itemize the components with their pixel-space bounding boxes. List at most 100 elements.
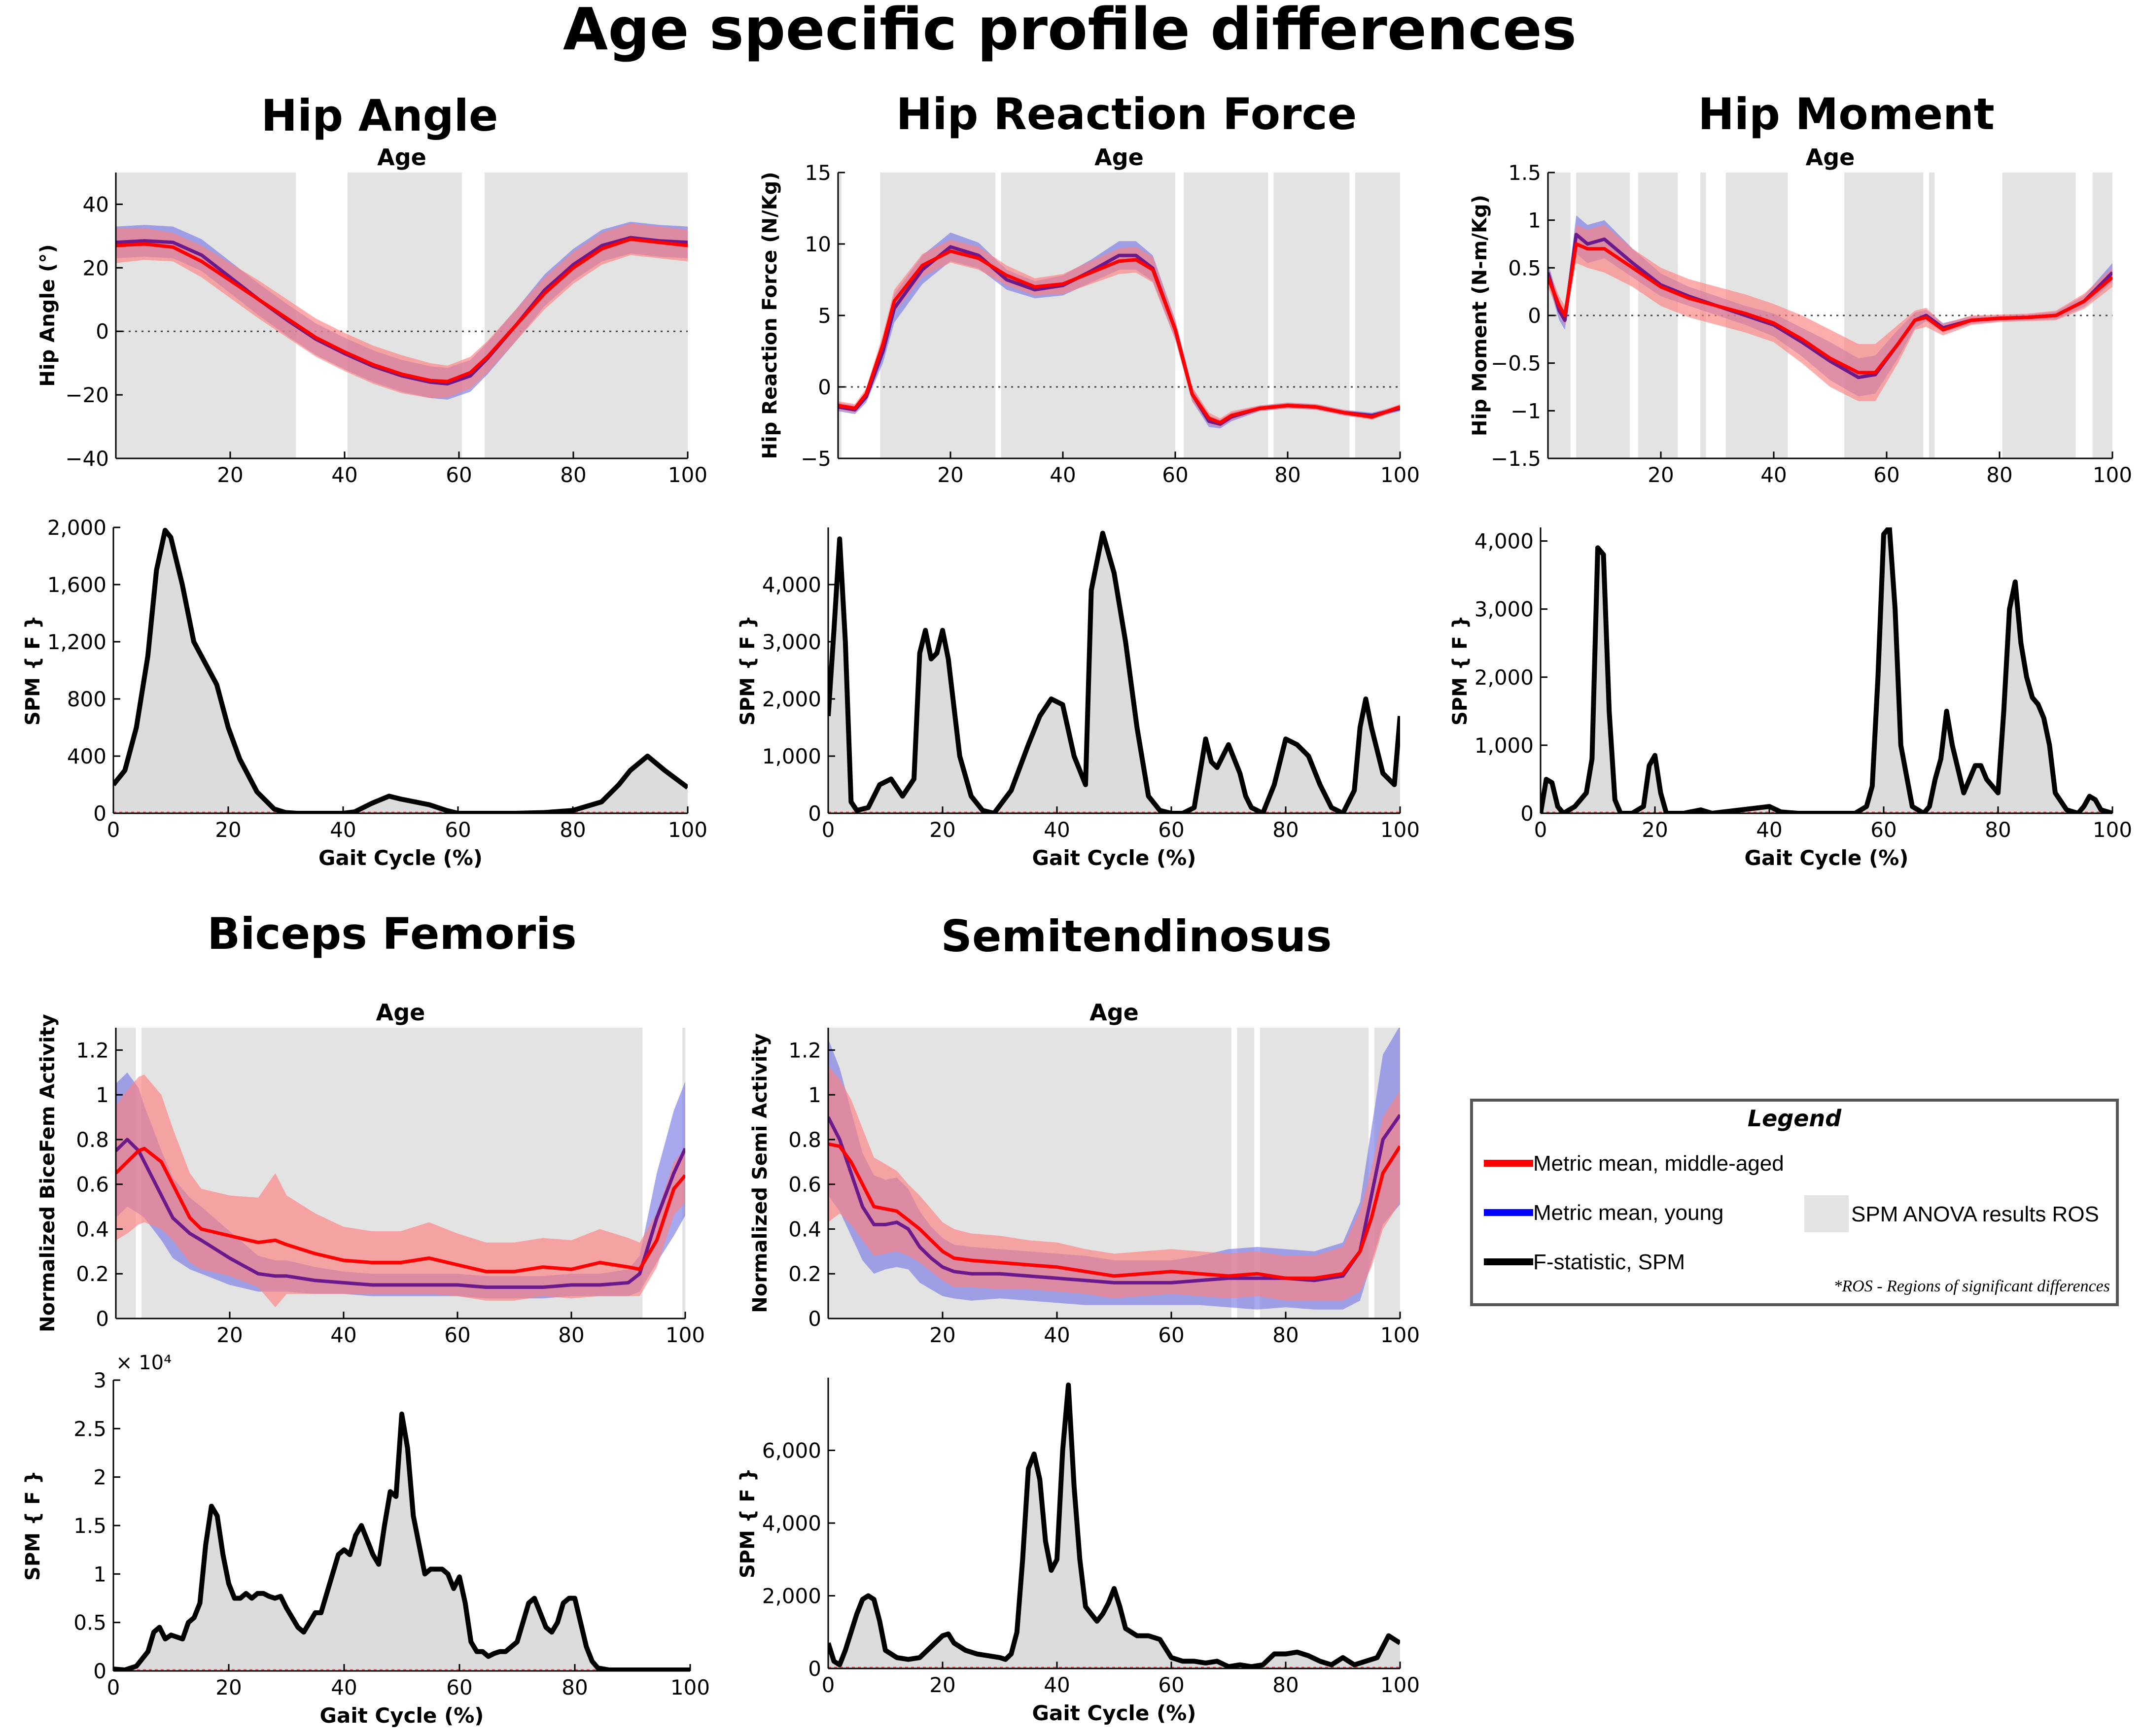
ros-region-8 xyxy=(2092,173,2112,458)
y-tick-label: 1.2 xyxy=(788,1038,821,1062)
chart-hip_moment: 20 40 60 80 100 −1.5 −1 −0.5 0 0.5 1 1.5 Age Hip Mome… xyxy=(1469,144,2132,487)
y-tick-label: 10 xyxy=(805,232,831,256)
y-axis-label: Normalized Semi Activity xyxy=(749,1033,772,1313)
x-tick-label: 100 xyxy=(668,463,707,487)
y-tick-label: 400 xyxy=(67,744,106,768)
y-tick-label: 2,000 xyxy=(1475,665,1534,690)
x-tick-label: 40 xyxy=(1756,818,1782,842)
series-line-metric-mean-young xyxy=(828,1113,1400,1285)
y-tick-label: 1,000 xyxy=(762,744,821,768)
x-tick-label: 80 xyxy=(562,1675,588,1700)
series-line-metric-mean-middle-aged xyxy=(838,249,1400,424)
x-tick-label: 80 xyxy=(1986,463,2012,487)
y-axis-label: SPM { F } xyxy=(737,615,759,726)
legend: Legend Metric mean, middle-aged Metric m… xyxy=(1470,1099,2119,1306)
y-tick-label: 0 xyxy=(96,1307,109,1331)
plot-area-biceps_femoris_spm xyxy=(113,1411,690,1671)
chart-title-semitendinosus: Semitendinosus xyxy=(941,911,1332,962)
main-title: Age specific profile differences xyxy=(563,0,1577,63)
y-tick-label: 0 xyxy=(818,375,831,399)
plot-area-hip_reaction_force xyxy=(838,173,1400,458)
y-tick-label: 0.4 xyxy=(788,1217,821,1241)
x-tick-label: 100 xyxy=(1380,463,1420,487)
y-tick-label: 3 xyxy=(93,1368,106,1392)
y-tick-label: −40 xyxy=(65,447,109,471)
x-tick-label: 0 xyxy=(822,1673,835,1697)
y-tick-label: 0.8 xyxy=(788,1128,821,1152)
y-tick-label: 4,000 xyxy=(1475,529,1534,554)
chart-hip_reaction_force: 20 40 60 80 100 −5 0 5 10 15 Age Hip Reaction Force… xyxy=(759,144,1420,487)
band-metric-mean-middle-aged xyxy=(1548,225,2112,401)
x-tick-label: 40 xyxy=(1050,463,1076,487)
y-tick-label: 800 xyxy=(67,687,106,711)
chart-title-biceps-femoris: Biceps Femoris xyxy=(207,908,576,959)
y-axis-label: SPM { F } xyxy=(1449,615,1472,726)
y-tick-label: 1,200 xyxy=(47,630,106,654)
x-tick-label: 40 xyxy=(330,1323,356,1347)
x-tick-label: 80 xyxy=(1272,818,1299,842)
x-tick-label: 60 xyxy=(1873,463,1899,487)
y-tick-label: 3,000 xyxy=(1475,597,1534,622)
y-tick-label: 0.4 xyxy=(76,1217,109,1241)
spm-line xyxy=(113,527,688,813)
y-tick-label: 1.2 xyxy=(76,1038,109,1062)
x-tick-label: 100 xyxy=(1380,818,1420,842)
y-tick-label: −20 xyxy=(65,383,109,407)
x-tick-label: 60 xyxy=(1162,463,1188,487)
y-tick-label: 1,600 xyxy=(47,573,106,597)
x-tick-label: 40 xyxy=(1044,1323,1070,1347)
x-tick-label: 20 xyxy=(929,818,955,842)
x-axis-label: Gait Cycle (%) xyxy=(1745,846,1909,870)
band-metric-mean-middle-aged xyxy=(828,1066,1400,1301)
ros-region-1 xyxy=(347,173,462,458)
y-tick-label: 0.6 xyxy=(76,1173,109,1197)
plot-area-hip_angle_spm xyxy=(113,527,688,813)
x-tick-label: 20 xyxy=(937,463,963,487)
y-tick-label: 0.5 xyxy=(1508,256,1541,280)
chart-subtitle: Age xyxy=(1089,999,1139,1026)
y-tick-label: 2.5 xyxy=(73,1417,106,1441)
x-tick-label: 80 xyxy=(560,463,586,487)
x-tick-label: 20 xyxy=(1648,463,1674,487)
y-axis-label: SPM { F } xyxy=(22,1470,44,1581)
x-axis-label: Gait Cycle (%) xyxy=(318,846,483,870)
x-tick-label: 100 xyxy=(2093,463,2132,487)
legend-title: Legend xyxy=(1748,1105,1842,1132)
chart-title-hip-reaction-force: Hip Reaction Force xyxy=(896,89,1357,139)
y-tick-label: 0 xyxy=(93,801,106,826)
y-tick-label: 1,000 xyxy=(1475,733,1534,758)
legend-label-young: Metric mean, young xyxy=(1533,1201,1723,1225)
plot-area-hip_angle xyxy=(116,173,688,458)
y-tick-label: 0.5 xyxy=(73,1611,106,1635)
x-tick-label: 40 xyxy=(1044,818,1070,842)
y-tick-label: 0 xyxy=(1520,801,1534,826)
chart-hip_angle_spm: 0 20 40 60 80 100 0 400 800 1,200 1,600 2,000 Gait C… xyxy=(22,516,707,870)
y-tick-label: 40 xyxy=(83,192,109,216)
y-tick-label: 15 xyxy=(805,161,831,185)
x-tick-label: 20 xyxy=(216,1323,243,1347)
band-metric-mean-middle-aged xyxy=(116,1075,685,1308)
x-tick-label: 80 xyxy=(1985,818,2011,842)
y-tick-label: 2,000 xyxy=(762,1584,821,1608)
y-axis-label: Hip Reaction Force (N/Kg) xyxy=(759,172,781,459)
y-tick-label: 1.5 xyxy=(73,1514,106,1538)
y-axis-label: SPM { F } xyxy=(22,615,44,726)
y-exponent-label: × 10⁴ xyxy=(116,1352,172,1374)
chart-subtitle: Age xyxy=(1806,144,1855,171)
chart-subtitle: Age xyxy=(1094,144,1144,171)
chart-biceps_femoris: 20 40 60 80 100 0 0.2 0.4 0.6 0.8 1 1.2 Age Normalize… xyxy=(36,999,705,1347)
y-tick-label: 0 xyxy=(808,1657,821,1681)
y-tick-label: −5 xyxy=(801,447,831,471)
y-tick-label: 0 xyxy=(93,1659,106,1683)
y-tick-label: 2 xyxy=(93,1465,106,1490)
x-tick-label: 60 xyxy=(1158,1323,1184,1347)
y-tick-label: −0.5 xyxy=(1491,351,1541,376)
x-tick-label: 60 xyxy=(445,818,471,842)
x-tick-label: 40 xyxy=(331,1675,357,1700)
x-tick-label: 60 xyxy=(1870,818,1896,842)
chart-subtitle: Age xyxy=(377,144,426,171)
spm-area xyxy=(113,1414,690,1671)
spm-area xyxy=(828,1385,1400,1668)
x-tick-label: 40 xyxy=(330,818,356,842)
y-tick-label: 2,000 xyxy=(47,516,106,540)
